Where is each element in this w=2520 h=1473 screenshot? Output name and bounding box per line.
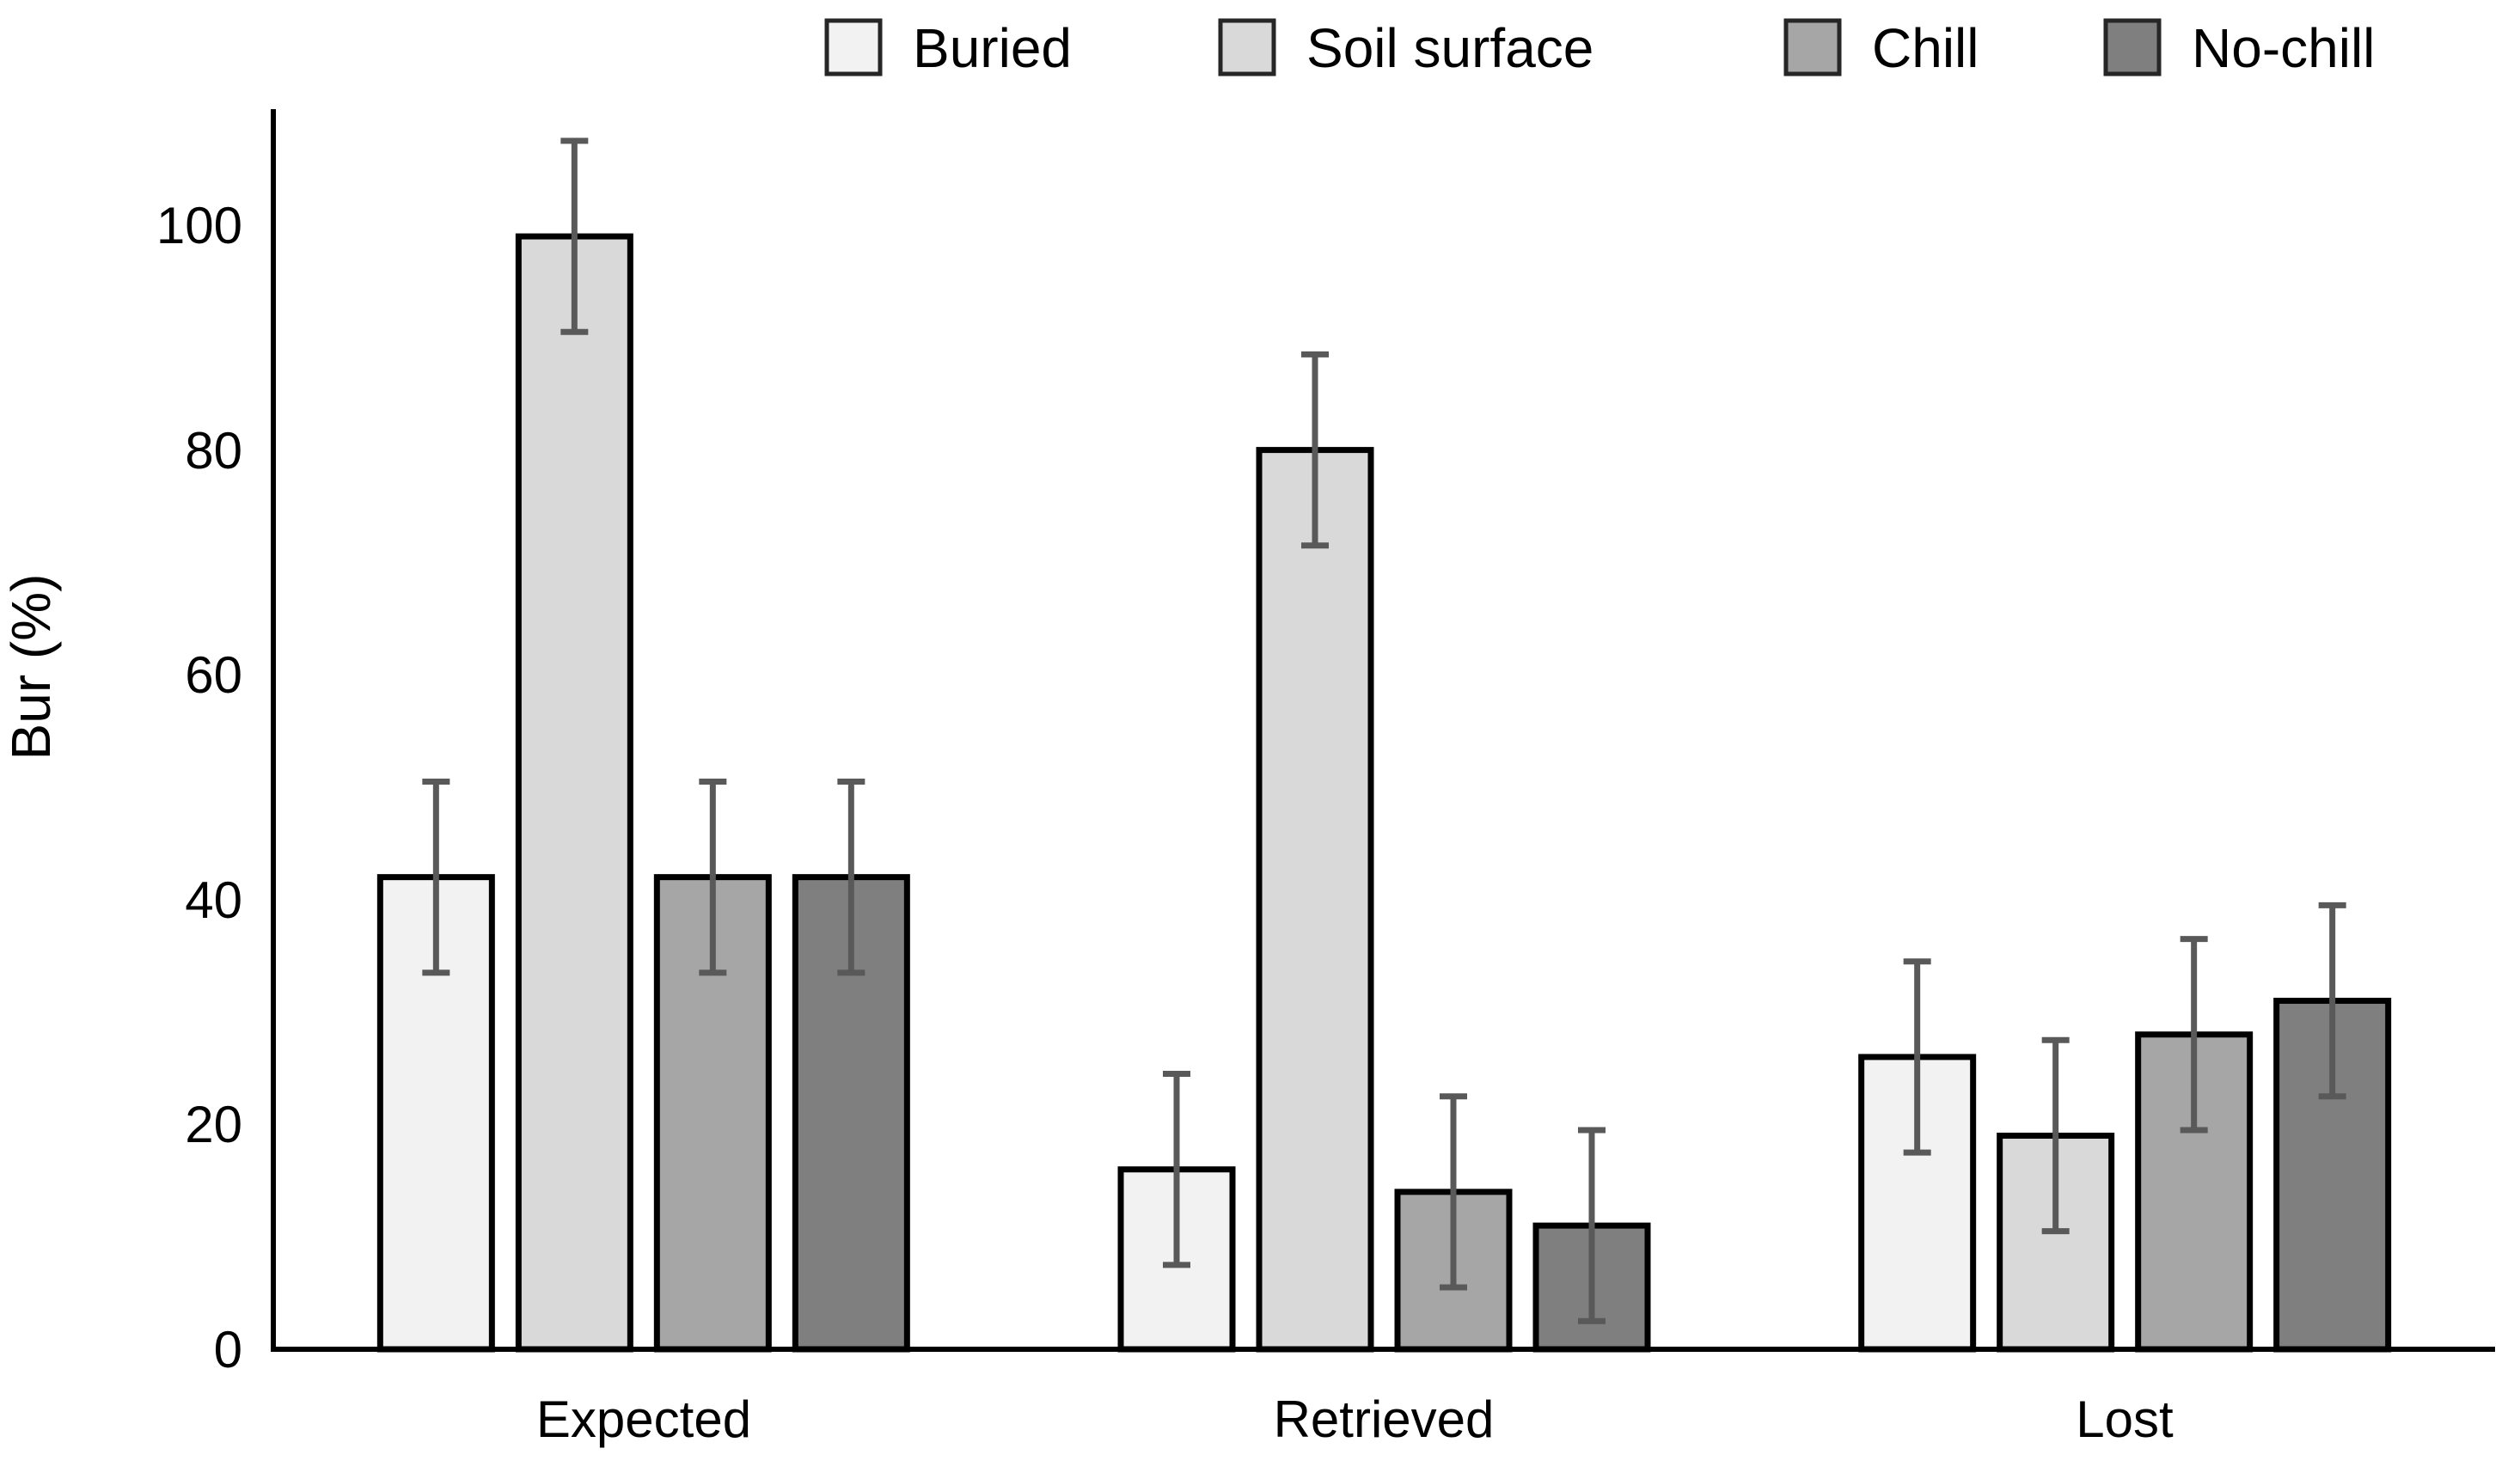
bar-buried-lost bbox=[1858, 1054, 1977, 1353]
legend-label-soil-surface: Soil surface bbox=[1306, 17, 1593, 79]
y-tick-label: 40 bbox=[185, 871, 242, 929]
y-tick-label: 0 bbox=[214, 1321, 242, 1378]
x-category-label: Expected bbox=[536, 1390, 751, 1448]
legend-swatch-soil-surface bbox=[1218, 18, 1276, 76]
bar-soil-surface-retrieved bbox=[1256, 447, 1374, 1353]
chart-shapes bbox=[271, 18, 2495, 1353]
y-tick-label: 60 bbox=[185, 646, 242, 704]
y-tick-label: 100 bbox=[156, 197, 242, 254]
x-category-label: Retrieved bbox=[1274, 1390, 1495, 1448]
legend-label-buried: Buried bbox=[913, 17, 1072, 79]
legend-label-chill: Chill bbox=[1872, 17, 1979, 79]
y-tick-label: 20 bbox=[185, 1096, 242, 1153]
x-category-label: Lost bbox=[2076, 1390, 2174, 1448]
legend-swatch-buried bbox=[824, 18, 883, 76]
y-tick-label: 80 bbox=[185, 422, 242, 480]
y-axis-title: Bur (%) bbox=[0, 574, 62, 761]
legend-label-no-chill: No-chill bbox=[2192, 17, 2375, 79]
legend-swatch-chill bbox=[1783, 18, 1842, 76]
bar-soil-surface-expected bbox=[515, 233, 633, 1353]
legend-swatch-no-chill bbox=[2103, 18, 2162, 76]
